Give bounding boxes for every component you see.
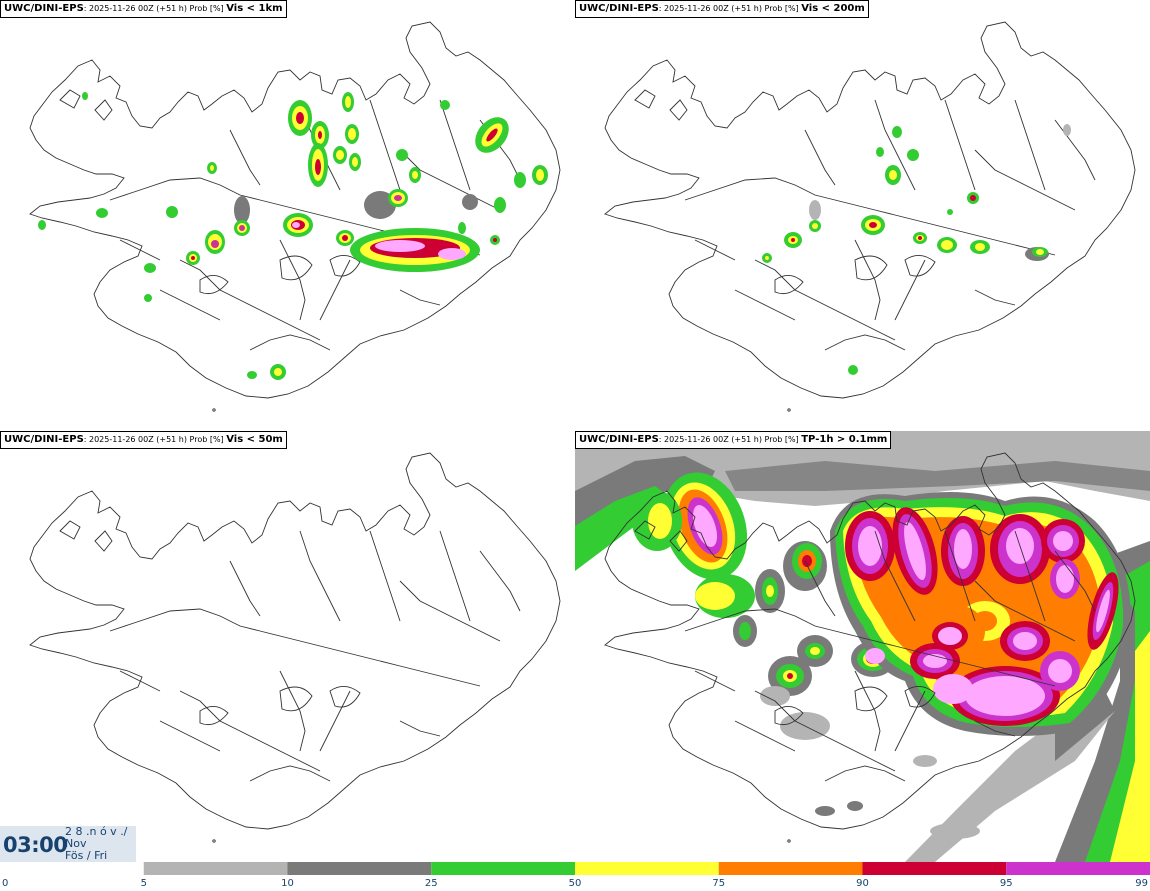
date-line-3: Fös / Fri: [65, 849, 108, 862]
legend-tick-label: 50: [569, 878, 582, 889]
probability-legend: 0 5 10 25 50 75 90 95 99: [0, 862, 1150, 891]
legend-tick-label: 5: [141, 878, 147, 889]
legend-tick-label: 75: [712, 878, 725, 889]
legend-tick-label: 95: [1000, 878, 1013, 889]
legend-swatch: [862, 862, 1007, 875]
legend-tick-label: 90: [856, 878, 869, 889]
iceland-map: [29, 21, 561, 412]
legend-swatch: [1006, 862, 1150, 875]
legend-swatch: [575, 862, 719, 875]
panel-title: UWC/DINI-EPS: 2025-11-26 00Z (+51 h) Pro…: [0, 431, 287, 449]
legend-swatch: [143, 862, 288, 875]
legend-bar: 0 5 10 25 50 75 90 95 99: [0, 862, 1150, 889]
legend-swatch: [287, 862, 432, 875]
iceland-map: [575, 431, 1150, 862]
valid-date: 2 8 .n ó v ./ Nov Fös / Fri: [65, 826, 127, 862]
map-panel-precip: UWC/DINI-EPS: 2025-11-26 00Z (+51 h) Pro…: [575, 431, 1150, 862]
legend-swatch: [0, 862, 144, 875]
date-line-1: 2 8 .n ó v ./: [65, 825, 128, 838]
legend-swatch: [431, 862, 575, 875]
panel-title: UWC/DINI-EPS: 2025-11-26 00Z (+51 h) Pro…: [575, 431, 892, 449]
probability-blobs: [38, 92, 548, 380]
map-panel-vis-200m: UWC/DINI-EPS: 2025-11-26 00Z (+51 h) Pro…: [575, 0, 1150, 431]
panel-title: UWC/DINI-EPS: 2025-11-26 00Z (+51 h) Pro…: [575, 0, 869, 18]
legend-tick-label: 10: [281, 878, 294, 889]
iceland-map: [29, 452, 561, 843]
iceland-map: [604, 21, 1136, 412]
probability-blobs: [762, 124, 1071, 375]
valid-time-box: 03:00 2 8 .n ó v ./ Nov Fös / Fri: [0, 826, 136, 862]
date-line-2: Nov: [65, 837, 87, 850]
valid-time: 03:00: [3, 833, 68, 857]
map-panel-vis-1km: UWC/DINI-EPS: 2025-11-26 00Z (+51 h) Pro…: [0, 0, 575, 431]
legend-swatch: [718, 862, 863, 875]
map-panel-vis-50m: UWC/DINI-EPS: 2025-11-26 00Z (+51 h) Pro…: [0, 431, 575, 862]
precip-field: [575, 431, 1150, 862]
legend-tick-label: 25: [425, 878, 438, 889]
legend-tick-label: 0: [2, 878, 8, 889]
legend-tick-label: 99: [1135, 878, 1148, 889]
panel-title: UWC/DINI-EPS: 2025-11-26 00Z (+51 h) Pro…: [0, 0, 287, 18]
